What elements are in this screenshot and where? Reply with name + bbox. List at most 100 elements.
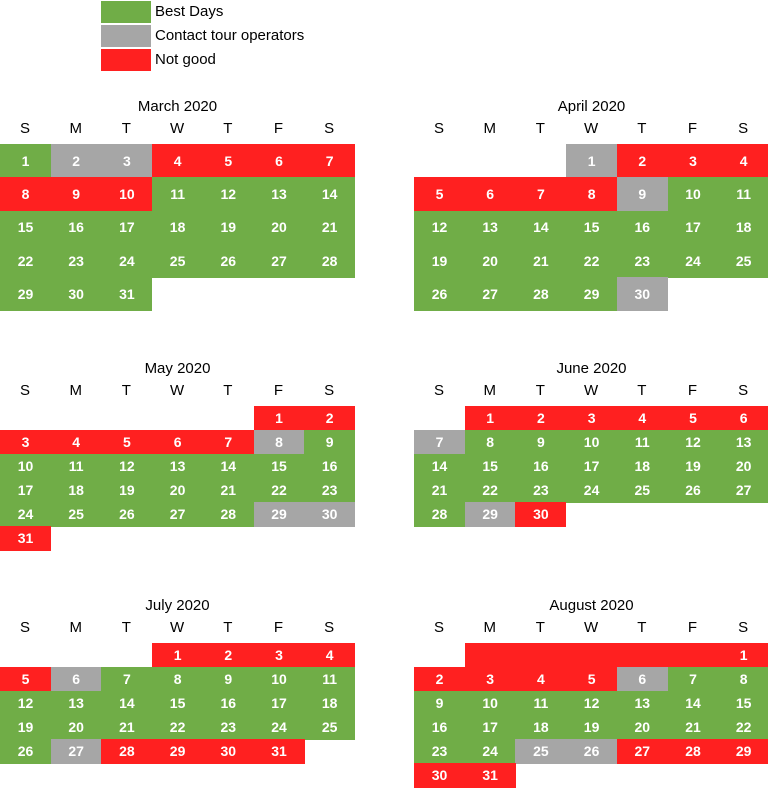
- day-cell: 11: [718, 177, 768, 212]
- day-cell: 12: [414, 210, 465, 245]
- weekday-header: T: [637, 619, 647, 636]
- day-cell: 17: [464, 715, 516, 740]
- day-cell: 29: [566, 277, 618, 311]
- day-cell: 19: [414, 243, 465, 278]
- day-cell: 1: [253, 406, 305, 431]
- day-cell: 30: [304, 502, 356, 527]
- day-cell: 16: [515, 454, 567, 479]
- weekday-header: T: [121, 619, 131, 636]
- day-cell: 5: [414, 177, 465, 212]
- weekday-header: M: [483, 382, 496, 399]
- day-cell: 21: [304, 210, 356, 245]
- day-cell: 19: [0, 715, 51, 740]
- day-cell: 28: [414, 502, 465, 527]
- day-cell: 28: [202, 502, 254, 527]
- day-cell: 19: [202, 210, 254, 245]
- day-cell: 26: [101, 502, 153, 527]
- day-cell: 30: [202, 739, 254, 764]
- day-cell: 21: [667, 715, 719, 740]
- weekday-header: S: [433, 382, 444, 399]
- weekday-header: T: [223, 619, 233, 636]
- day-cell: [667, 643, 719, 668]
- day-cell: 7: [304, 144, 356, 178]
- weekday-header: M: [69, 120, 82, 137]
- weekday-header: T: [535, 619, 545, 636]
- day-cell: 1: [0, 144, 51, 178]
- weekday-header: F: [273, 619, 284, 636]
- weekday-header: W: [170, 619, 185, 636]
- day-cell: 11: [515, 691, 567, 716]
- day-cell: 14: [515, 210, 567, 245]
- day-cell: 18: [718, 210, 768, 245]
- day-cell: 16: [50, 210, 102, 245]
- day-cell: 9: [202, 667, 254, 692]
- day-cell: 27: [464, 277, 516, 311]
- day-cell: 24: [101, 243, 153, 278]
- day-cell: 14: [202, 454, 254, 479]
- day-cell: 9: [304, 430, 356, 455]
- day-cell: 15: [152, 691, 204, 716]
- day-cell: 5: [566, 667, 618, 692]
- day-cell: 13: [616, 691, 668, 716]
- day-cell: 24: [0, 502, 51, 527]
- weekday-header: T: [535, 382, 545, 399]
- day-cell: 18: [304, 691, 356, 716]
- day-cell: 27: [718, 478, 768, 503]
- day-cell: 4: [50, 430, 102, 455]
- day-cell: 28: [667, 739, 719, 764]
- day-cell: 23: [50, 243, 102, 278]
- day-cell: 27: [152, 502, 204, 527]
- day-cell: 2: [616, 144, 668, 178]
- day-cell: 1: [566, 144, 618, 178]
- weekday-header: F: [687, 120, 698, 137]
- day-cell: 14: [414, 454, 465, 479]
- day-cell: 29: [253, 502, 305, 527]
- day-cell: 17: [0, 478, 51, 503]
- day-cell: 17: [101, 210, 153, 245]
- weekday-header: S: [738, 382, 749, 399]
- day-cell: 2: [304, 406, 356, 431]
- day-cell: 25: [515, 739, 567, 764]
- weekday-header: S: [738, 120, 749, 137]
- day-cell: 10: [101, 177, 153, 212]
- day-cell: 26: [566, 739, 618, 764]
- day-cell: 20: [152, 478, 204, 503]
- day-cell: 10: [464, 691, 516, 716]
- day-cell: 6: [50, 667, 102, 692]
- day-cell: 4: [616, 406, 668, 431]
- day-cell: 31: [464, 763, 516, 788]
- legend-swatch: [101, 1, 151, 23]
- day-cell: 25: [50, 502, 102, 527]
- weekday-header: M: [483, 120, 496, 137]
- day-cell: 28: [304, 243, 356, 278]
- day-cell: 16: [202, 691, 254, 716]
- day-cell: 23: [202, 715, 254, 740]
- legend-swatch: [101, 49, 151, 71]
- day-cell: 3: [253, 643, 305, 668]
- day-cell: 8: [718, 667, 768, 692]
- day-cell: 12: [566, 691, 618, 716]
- weekday-header: W: [584, 382, 599, 399]
- day-cell: [616, 643, 668, 668]
- weekday-header: T: [223, 120, 233, 137]
- day-cell: 8: [566, 177, 618, 212]
- day-cell: 26: [202, 243, 254, 278]
- weekday-header: T: [637, 120, 647, 137]
- day-cell: 5: [101, 430, 153, 455]
- day-cell: 20: [616, 715, 668, 740]
- day-cell: 21: [101, 715, 153, 740]
- day-cell: 30: [414, 763, 465, 788]
- weekday-header: S: [19, 120, 30, 137]
- day-cell: 7: [202, 430, 254, 455]
- day-cell: 8: [464, 430, 516, 455]
- day-cell: 18: [50, 478, 102, 503]
- day-cell: 21: [202, 478, 254, 503]
- day-cell: 14: [667, 691, 719, 716]
- day-cell: 4: [152, 144, 204, 178]
- day-cell: 13: [152, 454, 204, 479]
- weekday-header: S: [324, 382, 335, 399]
- day-cell: 3: [464, 667, 516, 692]
- day-cell: 18: [515, 715, 567, 740]
- day-cell: 15: [464, 454, 516, 479]
- legend-label: Not good: [155, 51, 216, 68]
